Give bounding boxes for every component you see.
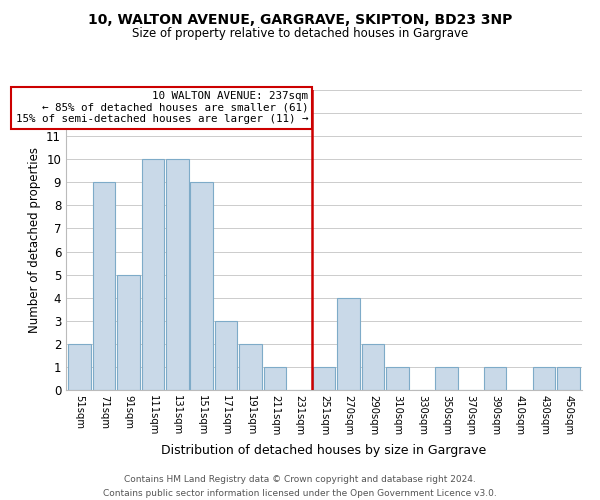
Y-axis label: Number of detached properties: Number of detached properties — [28, 147, 41, 333]
Text: Contains HM Land Registry data © Crown copyright and database right 2024.
Contai: Contains HM Land Registry data © Crown c… — [103, 476, 497, 498]
Text: 10, WALTON AVENUE, GARGRAVE, SKIPTON, BD23 3NP: 10, WALTON AVENUE, GARGRAVE, SKIPTON, BD… — [88, 12, 512, 26]
Text: 10 WALTON AVENUE: 237sqm
← 85% of detached houses are smaller (61)
15% of semi-d: 10 WALTON AVENUE: 237sqm ← 85% of detach… — [16, 91, 308, 124]
Bar — [190, 182, 213, 390]
Bar — [117, 274, 140, 390]
Bar — [166, 159, 188, 390]
Bar — [264, 367, 286, 390]
Bar — [557, 367, 580, 390]
Bar — [362, 344, 384, 390]
Bar — [337, 298, 360, 390]
Bar — [386, 367, 409, 390]
Bar — [92, 182, 115, 390]
Bar — [68, 344, 91, 390]
Text: Size of property relative to detached houses in Gargrave: Size of property relative to detached ho… — [132, 28, 468, 40]
Bar — [142, 159, 164, 390]
Bar — [435, 367, 458, 390]
Bar — [533, 367, 556, 390]
Bar — [215, 321, 238, 390]
Bar — [239, 344, 262, 390]
Bar — [313, 367, 335, 390]
X-axis label: Distribution of detached houses by size in Gargrave: Distribution of detached houses by size … — [161, 444, 487, 456]
Bar — [484, 367, 506, 390]
